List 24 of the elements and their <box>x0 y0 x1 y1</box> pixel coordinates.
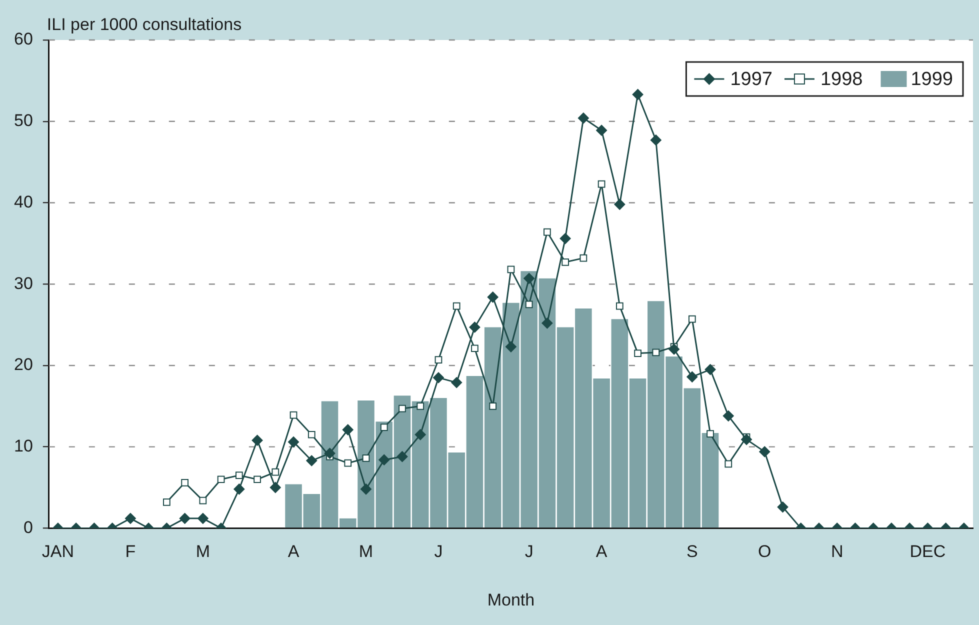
x-tick-label: N <box>830 542 844 562</box>
x-tick-label: F <box>125 542 136 562</box>
x-tick-label: O <box>758 542 772 562</box>
y-tick-label: 30 <box>14 274 33 293</box>
x-tick-label: M <box>358 542 374 562</box>
x-tick-label: J <box>434 542 443 562</box>
x-axis-title: Month <box>487 590 535 610</box>
x-tick-label: S <box>686 542 698 562</box>
x-tick-label: DEC <box>910 542 946 562</box>
x-tick-label: JAN <box>42 542 74 562</box>
y-tick-label: 20 <box>14 355 33 374</box>
legend-label: 1999 <box>910 69 954 90</box>
legend-label: 1998 <box>820 69 863 90</box>
x-tick-label: A <box>596 542 608 562</box>
y-tick-label: 60 <box>14 30 33 49</box>
x-tick-label: M <box>196 542 210 562</box>
y-tick-label: 0 <box>23 518 33 537</box>
y-tick-label: 50 <box>14 111 33 130</box>
x-tick-label: J <box>524 542 534 562</box>
y-tick-label: 10 <box>14 436 33 456</box>
y-tick-label: 40 <box>14 192 33 212</box>
legend-label: 1997 <box>730 69 772 90</box>
x-tick-label: A <box>288 542 300 562</box>
y-axis-title: ILI per 1000 consultations <box>46 15 242 34</box>
